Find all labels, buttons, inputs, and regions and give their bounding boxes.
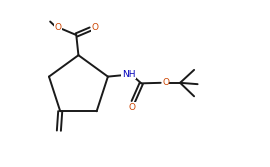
Text: O: O [129, 103, 136, 112]
Text: O: O [162, 78, 169, 87]
Text: O: O [91, 23, 98, 32]
Text: NH: NH [122, 70, 135, 79]
Text: O: O [54, 23, 61, 32]
